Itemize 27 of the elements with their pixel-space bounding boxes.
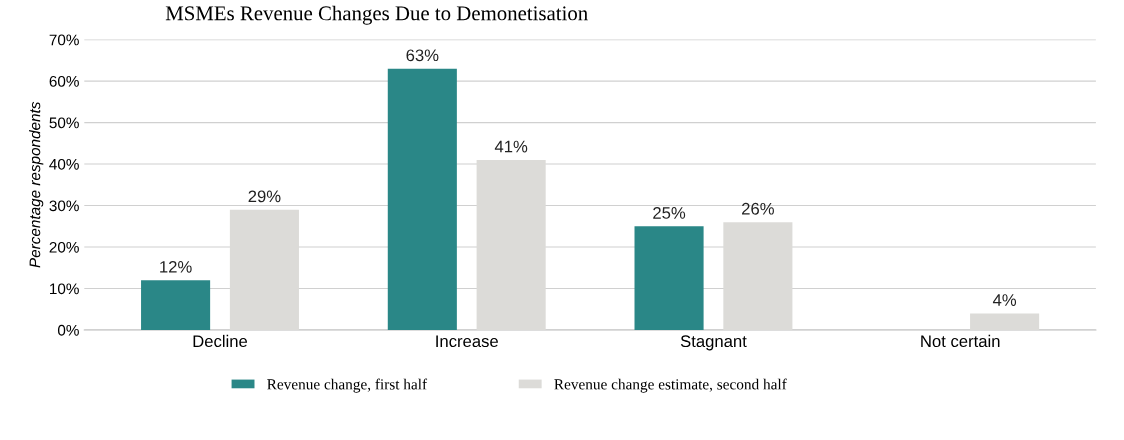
y-tick-label: 20% — [49, 241, 79, 253]
y-tick-label: 50% — [49, 117, 79, 129]
bar — [970, 313, 1040, 330]
x-tick-label: Stagnant — [680, 335, 747, 351]
x-tick-label: Decline — [193, 334, 248, 348]
y-tick-label: 0% — [57, 324, 79, 336]
x-tick-label: Not certain — [921, 334, 1000, 348]
y-tick-label: 30% — [49, 200, 79, 212]
legend-label: Revenue change estimate, second half — [554, 378, 787, 393]
x-tick-label: Increase — [436, 335, 498, 348]
y-tick-label: 70% — [49, 34, 79, 46]
data-label: 29% — [248, 190, 281, 203]
data-label: 4% — [992, 294, 1017, 306]
y-tick-label: 10% — [50, 283, 79, 295]
data-label: 25% — [653, 207, 686, 219]
bar — [634, 226, 704, 330]
data-label: 12% — [160, 260, 192, 273]
data-label: 41% — [494, 140, 528, 153]
y-tick-label: 40% — [49, 158, 79, 170]
bar — [387, 68, 457, 330]
data-label: 63% — [406, 49, 439, 62]
data-label: 26% — [742, 202, 774, 215]
bar — [141, 280, 211, 330]
legend-label: Revenue change, first half — [267, 378, 428, 393]
y-axis-title: Percentage respondents — [29, 101, 44, 268]
y-tick-label: 60% — [49, 75, 79, 87]
chart-title: MSMEs Revenue Changes Due to Demonetisation — [165, 5, 588, 25]
